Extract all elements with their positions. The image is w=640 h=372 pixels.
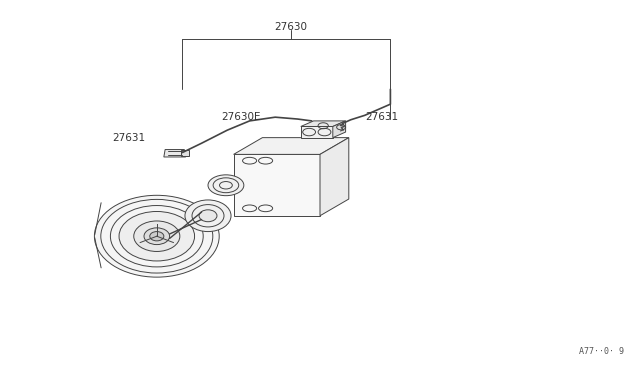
Ellipse shape (192, 205, 224, 227)
Polygon shape (301, 121, 346, 126)
Polygon shape (214, 180, 237, 190)
Polygon shape (234, 138, 349, 154)
Ellipse shape (185, 200, 231, 231)
Polygon shape (320, 138, 349, 216)
Ellipse shape (150, 231, 164, 241)
Polygon shape (181, 150, 189, 156)
Text: 27631: 27631 (112, 133, 145, 142)
Ellipse shape (119, 211, 195, 261)
Polygon shape (301, 126, 333, 138)
Polygon shape (234, 154, 320, 216)
Polygon shape (164, 150, 186, 157)
Ellipse shape (95, 195, 220, 277)
Text: A77··0· 9: A77··0· 9 (579, 347, 624, 356)
Ellipse shape (144, 228, 170, 245)
Text: 27630E: 27630E (221, 112, 260, 122)
Ellipse shape (111, 205, 204, 267)
Ellipse shape (101, 199, 212, 273)
Text: 27631: 27631 (365, 112, 398, 122)
Polygon shape (333, 121, 346, 138)
Circle shape (208, 175, 244, 196)
Ellipse shape (134, 221, 180, 251)
Ellipse shape (199, 210, 217, 222)
Text: 27630: 27630 (275, 22, 308, 32)
